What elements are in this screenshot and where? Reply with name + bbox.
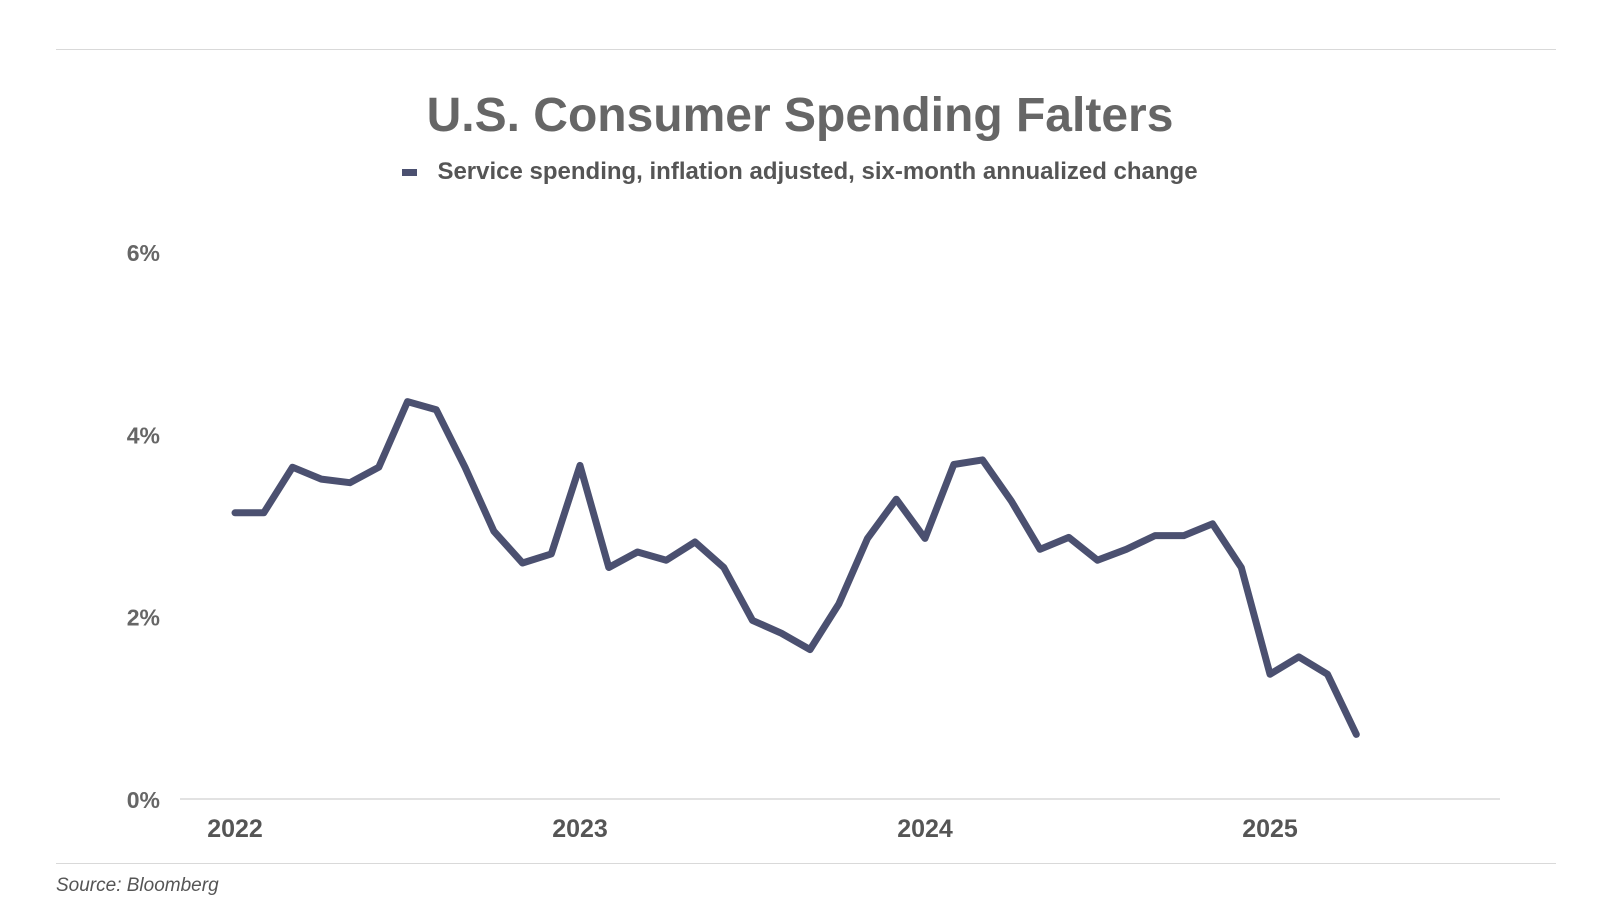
legend: Service spending, inflation adjusted, si…: [0, 158, 1600, 186]
y-tick-label: 4%: [127, 422, 160, 448]
legend-label: Service spending, inflation adjusted, si…: [437, 158, 1198, 185]
y-tick-label: 6%: [127, 240, 160, 266]
x-tick-label: 2023: [552, 815, 608, 843]
top-divider: [56, 49, 1556, 50]
y-tick-label: 0%: [127, 787, 160, 813]
bottom-divider: [56, 863, 1556, 864]
x-tick-label: 2024: [897, 815, 953, 843]
source-note: Source: Bloomberg: [56, 875, 219, 896]
x-tick-label: 2022: [207, 815, 263, 843]
y-axis: 0% 2% 4% 6%: [127, 240, 160, 813]
y-tick-label: 2%: [127, 605, 160, 631]
chart-title: U.S. Consumer Spending Falters: [426, 89, 1174, 142]
x-axis: 2022 2023 2024 2025: [207, 815, 1298, 843]
legend-swatch: [402, 168, 418, 176]
series-line: [231, 398, 1360, 738]
x-tick-label: 2025: [1242, 815, 1298, 843]
plot-area: [231, 398, 1360, 738]
